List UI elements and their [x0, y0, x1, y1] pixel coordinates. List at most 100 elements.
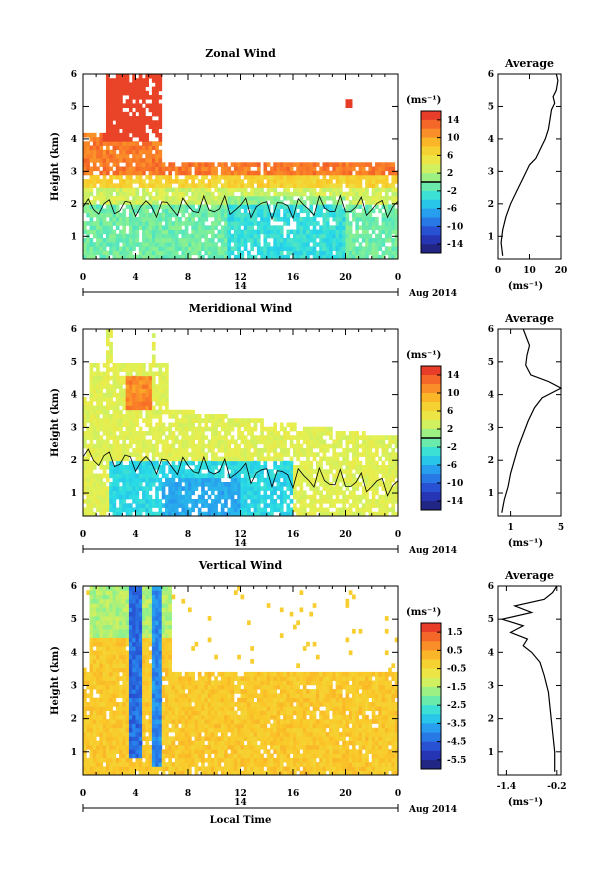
heatmap-cell — [128, 465, 133, 470]
heatmap-cell — [266, 486, 271, 491]
heatmap-cell — [135, 124, 140, 130]
heatmap-cell — [371, 477, 376, 483]
heatmap-cell — [266, 229, 271, 235]
heatmap-cell — [381, 250, 386, 256]
heatmap-cell — [105, 371, 110, 377]
heatmap-cell — [99, 499, 104, 504]
heatmap-cell — [312, 187, 317, 193]
heatmap-cell — [109, 200, 113, 205]
heatmap-cell — [92, 246, 97, 251]
heatmap-cell — [312, 477, 317, 483]
heatmap-cell — [171, 179, 176, 184]
heatmap-cell — [151, 200, 156, 205]
heatmap-cell — [384, 162, 389, 167]
y-tick-label: 1 — [71, 489, 77, 499]
heatmap-cell — [220, 435, 225, 440]
heatmap-cell — [368, 212, 373, 218]
heatmap-cell — [119, 200, 123, 205]
heatmap-cell — [148, 443, 153, 449]
heatmap-cell — [197, 465, 202, 470]
heatmap-cell — [168, 443, 172, 449]
heatmap-cell — [132, 120, 136, 125]
heatmap-cell — [355, 162, 360, 167]
heatmap-cell — [132, 103, 136, 109]
heatmap-cell — [92, 680, 97, 686]
heatmap-cell — [86, 766, 90, 772]
heatmap-cell — [224, 503, 228, 508]
heatmap-cell — [299, 503, 304, 508]
heatmap-cell — [240, 195, 245, 201]
heatmap-cell — [391, 200, 396, 205]
heatmap-cell — [181, 242, 186, 247]
heatmap-cell — [207, 507, 212, 513]
heatmap-cell — [394, 221, 399, 226]
heatmap-cell — [306, 166, 310, 172]
heatmap-cell — [89, 392, 94, 398]
heatmap-cell — [260, 473, 264, 479]
heatmap-cell — [361, 465, 366, 470]
heatmap-cell — [181, 499, 186, 504]
heatmap-cell — [371, 187, 376, 193]
heatmap-cell — [391, 170, 396, 176]
heatmap-cell — [361, 195, 366, 201]
heatmap-cell — [384, 499, 389, 504]
heatmap-cell — [128, 511, 133, 517]
heatmap-cell — [145, 503, 150, 508]
heatmap-cell — [233, 499, 238, 504]
heatmap-cell — [276, 456, 281, 462]
heatmap-cell — [391, 229, 396, 235]
heatmap-cell — [266, 187, 271, 193]
heatmap-cell — [119, 477, 123, 483]
heatmap-cell — [96, 620, 100, 626]
heatmap-cell — [388, 237, 392, 243]
heatmap-cell — [352, 477, 356, 483]
heatmap-cell — [138, 409, 143, 415]
heatmap-cell — [388, 250, 392, 256]
heatmap-cell — [99, 628, 104, 634]
heatmap-cell — [237, 494, 241, 500]
heatmap-cell — [151, 358, 156, 364]
heatmap-cell — [197, 162, 202, 167]
heatmap-cell — [125, 469, 130, 474]
heatmap-cell — [194, 469, 199, 474]
heatmap-cell — [138, 465, 143, 470]
heatmap-cell — [194, 443, 199, 449]
heatmap-cell — [289, 443, 294, 449]
heatmap-cell — [115, 74, 120, 79]
heatmap-cell — [92, 714, 97, 720]
heatmap-cell — [378, 482, 382, 487]
heatmap-cell — [89, 486, 94, 491]
heatmap-cell — [214, 477, 218, 483]
heatmap-cell — [132, 431, 136, 436]
heatmap-cell — [119, 490, 123, 496]
heatmap-cell — [122, 456, 127, 462]
heatmap-cell — [125, 452, 130, 457]
heatmap-cell — [92, 503, 97, 508]
heatmap-cell — [342, 191, 346, 197]
heatmap-cell — [273, 208, 277, 214]
heatmap-cell — [128, 141, 133, 146]
heatmap-cell — [388, 225, 392, 230]
heatmap-cell — [207, 494, 212, 500]
heatmap-cell — [391, 187, 396, 193]
heatmap-cell — [115, 111, 120, 117]
heatmap-cell — [256, 174, 261, 180]
heatmap-cell — [109, 204, 113, 209]
heatmap-cell — [325, 473, 330, 479]
heatmap-cell — [355, 507, 360, 513]
heatmap-cell — [132, 405, 136, 411]
heatmap-cell — [207, 212, 212, 218]
heatmap-cell — [233, 208, 238, 214]
heatmap-cell — [151, 375, 156, 381]
heatmap-cell — [283, 221, 287, 226]
heatmap-cell — [96, 435, 100, 440]
heatmap-cell — [342, 452, 346, 457]
heatmap-cell — [174, 246, 179, 251]
heatmap-cell — [391, 448, 396, 453]
heatmap-cell — [273, 452, 277, 457]
heatmap-cell — [92, 736, 97, 742]
heatmap-cell — [155, 107, 159, 113]
heatmap-cell — [171, 469, 176, 474]
heatmap-cell — [86, 727, 90, 733]
heatmap-cell — [165, 477, 169, 483]
